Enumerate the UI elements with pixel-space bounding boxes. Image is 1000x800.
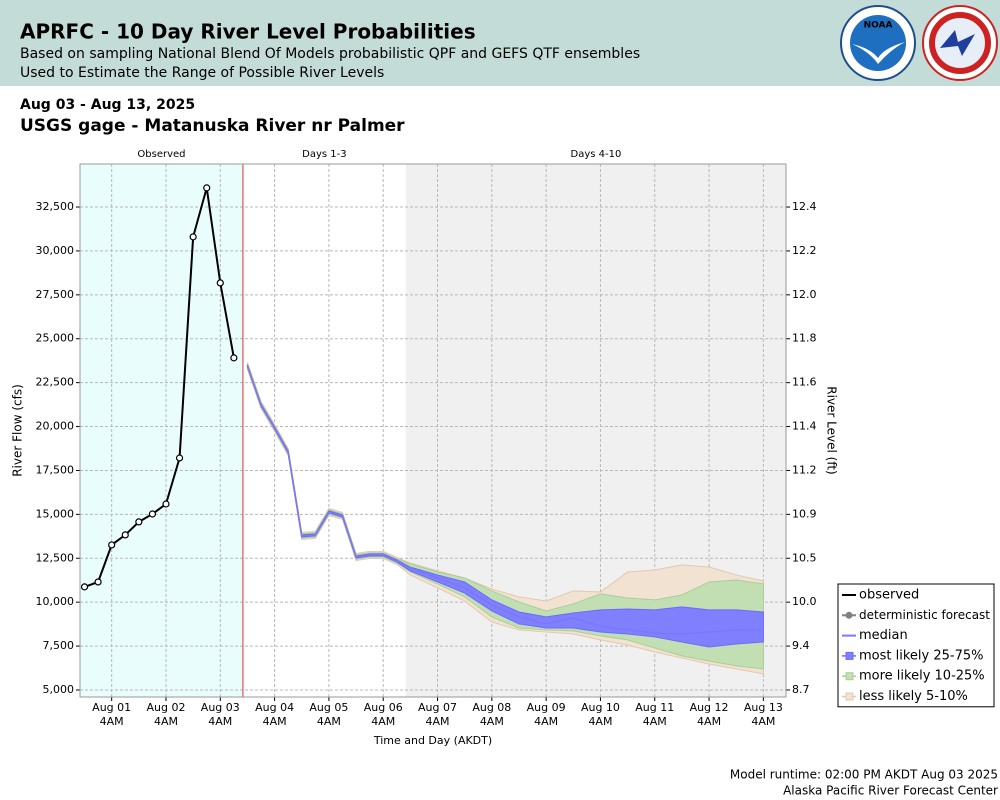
legend-marker xyxy=(845,692,854,701)
legend-marker xyxy=(845,651,854,660)
legend-label: observed xyxy=(859,588,919,603)
region xyxy=(242,164,406,697)
region-label: Days 4-10 xyxy=(571,149,622,160)
y-tick-label: 30,000 xyxy=(36,244,75,257)
legend-marker xyxy=(845,611,853,619)
header-band xyxy=(0,0,1000,86)
page-title: APRFC - 10 Day River Level Probabilities xyxy=(20,20,476,44)
region-label: Days 1-3 xyxy=(302,149,346,160)
legend-label: most likely 25-75% xyxy=(859,648,983,663)
nws-logo xyxy=(922,5,998,81)
series-line xyxy=(246,365,764,635)
footer: Alaska Pacific River Forecast Center xyxy=(783,784,998,798)
y-axis-label: River Flow (cfs) xyxy=(11,384,25,477)
observed-point xyxy=(230,354,238,362)
legend-label: more likely 10-25% xyxy=(859,669,985,684)
y2-tick-label: 10.5 xyxy=(792,551,817,564)
y2-tick-label: 11.4 xyxy=(792,420,817,433)
observed-point xyxy=(80,583,89,591)
x-tick-sublabel: 4AM xyxy=(426,715,450,728)
legend-label: deterministic forecast xyxy=(859,608,990,622)
x-tick-label: Aug 07 xyxy=(418,701,457,714)
y-tick-label: 5,000 xyxy=(43,683,75,696)
x-tick-label: Aug 05 xyxy=(309,701,348,714)
x-tick-label: Aug 11 xyxy=(635,701,674,714)
x-tick-label: Aug 09 xyxy=(527,701,566,714)
legend-box xyxy=(837,583,995,708)
plot: Observed Days 1-3 Days 4-10 5,000 8.7 7,500 9.… xyxy=(11,149,995,747)
x-tick-sublabel: 4AM xyxy=(751,715,775,728)
observed-point xyxy=(94,578,102,586)
y-tick-label: 20,000 xyxy=(36,420,75,433)
observed-point xyxy=(148,510,157,518)
y-tick-label: 15,000 xyxy=(36,507,75,520)
y2-tick-label: 12.0 xyxy=(792,288,817,301)
x-tick-sublabel: 4AM xyxy=(154,715,178,728)
x-tick-label: Aug 01 xyxy=(92,701,131,714)
y2-tick-label: 10.9 xyxy=(792,507,817,520)
series-line xyxy=(84,187,235,588)
svg-text:NOAA: NOAA xyxy=(864,21,893,31)
noaa-logo: NOAA xyxy=(840,5,916,81)
plot-frame xyxy=(79,163,787,698)
gage-title: USGS gage - Matanuska River nr Palmer xyxy=(20,116,405,136)
y-tick-label: 12,500 xyxy=(36,551,75,564)
x-tick-label: Aug 02 xyxy=(146,701,185,714)
legend-label: median xyxy=(859,628,908,643)
x-tick-sublabel: 4AM xyxy=(643,715,667,728)
region xyxy=(80,164,243,697)
observed-point xyxy=(175,454,184,462)
observed-point xyxy=(162,500,170,508)
x-tick-label: Aug 03 xyxy=(201,701,240,714)
observed-point xyxy=(189,233,197,241)
y-tick-label: 10,000 xyxy=(36,595,75,608)
y2-tick-label: 12.2 xyxy=(792,244,817,257)
x-tick-label: Aug 04 xyxy=(255,701,294,714)
subtitle: Based on sampling National Blend Of Mode… xyxy=(20,46,640,62)
observed-point xyxy=(216,279,224,287)
y2-tick-label: 8.7 xyxy=(792,683,810,696)
observed-point xyxy=(108,541,116,549)
x-tick-sublabel: 4AM xyxy=(371,715,395,728)
x-tick-sublabel: 4AM xyxy=(208,715,232,728)
region-label: Observed xyxy=(137,149,185,160)
y-tick-label: 7,500 xyxy=(43,639,75,652)
observed-point xyxy=(121,531,129,539)
x-tick-label: Aug 10 xyxy=(581,701,620,714)
y2-tick-label: 11.8 xyxy=(792,332,817,345)
y-tick-label: 25,000 xyxy=(36,332,75,345)
x-tick-label: Aug 08 xyxy=(472,701,511,714)
x-tick-label: Aug 06 xyxy=(364,701,403,714)
x-tick-sublabel: 4AM xyxy=(588,715,612,728)
observed-point xyxy=(203,184,211,192)
footer: Model runtime: 02:00 PM AKDT Aug 03 2025 xyxy=(730,768,998,782)
y-tick-label: 17,500 xyxy=(36,463,75,476)
x-axis-label: Time and Day (AKDT) xyxy=(373,734,492,747)
y2-tick-label: 12.4 xyxy=(792,200,817,213)
y-tick-label: 22,500 xyxy=(36,376,75,389)
y-tick-label: 32,500 xyxy=(36,200,75,213)
observed-point xyxy=(135,518,143,526)
y2-tick-label: 11.2 xyxy=(792,463,817,476)
subtitle: Used to Estimate the Range of Possible R… xyxy=(20,65,384,81)
x-tick-sublabel: 4AM xyxy=(697,715,721,728)
x-tick-label: Aug 12 xyxy=(690,701,729,714)
y2-axis-label: River Level (ft) xyxy=(825,386,839,474)
legend-marker xyxy=(845,672,854,681)
x-tick-label: Aug 13 xyxy=(744,701,783,714)
x-tick-sublabel: 4AM xyxy=(480,715,504,728)
x-tick-sublabel: 4AM xyxy=(317,715,341,728)
x-tick-sublabel: 4AM xyxy=(100,715,124,728)
x-tick-sublabel: 4AM xyxy=(263,715,287,728)
legend-label: less likely 5-10% xyxy=(859,689,968,704)
y2-tick-label: 9.4 xyxy=(792,639,810,652)
y2-tick-label: 11.6 xyxy=(792,376,817,389)
x-tick-sublabel: 4AM xyxy=(534,715,558,728)
y2-tick-label: 10.0 xyxy=(792,595,817,608)
date-range: Aug 03 - Aug 13, 2025 xyxy=(20,97,195,113)
y-tick-label: 27,500 xyxy=(36,288,75,301)
